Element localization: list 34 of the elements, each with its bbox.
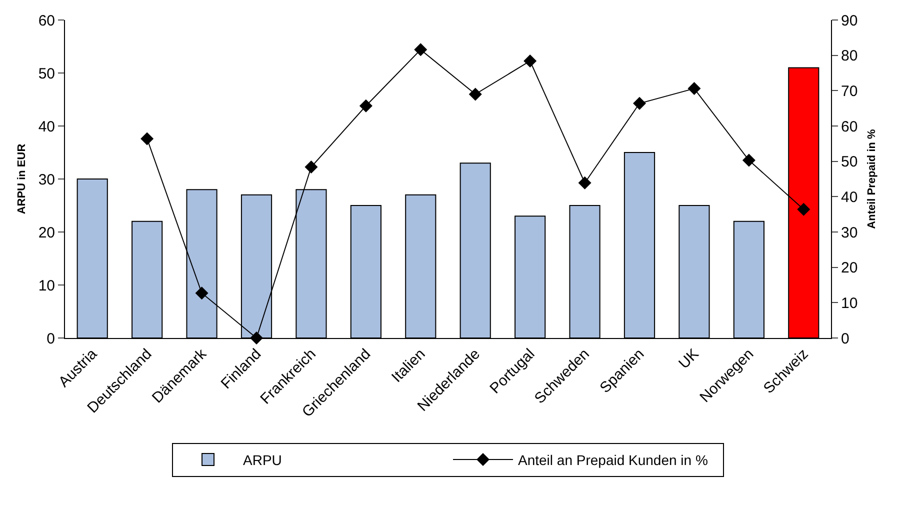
point: [688, 82, 701, 96]
point: [195, 286, 208, 300]
y2-tick-label: 40: [841, 188, 858, 206]
point: [359, 99, 372, 112]
y-tick-label: 20: [38, 224, 55, 242]
y-tick-label: 50: [38, 65, 55, 82]
y2-tick-label: 20: [841, 260, 858, 277]
point: [304, 160, 318, 174]
x-tick-label: UK: [676, 346, 702, 372]
y-tick-label: 40: [38, 118, 55, 136]
y2-tick-label: 30: [841, 224, 858, 242]
point: [524, 54, 537, 68]
y2-tick-label: 80: [841, 48, 858, 65]
point: [468, 88, 482, 101]
y2-axis-title: Anteil Prepaid in %: [866, 128, 878, 229]
y-axis-title: ARPU in EUR: [16, 144, 28, 214]
point: [578, 176, 592, 190]
y-tick-label: 30: [38, 171, 55, 188]
point: [414, 43, 428, 56]
y2-tick-label: 70: [841, 82, 858, 100]
y2-tick-label: 50: [841, 154, 858, 171]
y-tick-label: 60: [38, 12, 55, 30]
y2-tick-label: 60: [841, 118, 858, 136]
point: [140, 132, 154, 146]
point: [797, 202, 810, 216]
point: [742, 154, 756, 167]
legend-label: Anteil an Prepaid Kunden in %: [518, 452, 708, 468]
legend-label: ARPU: [243, 452, 282, 468]
y-tick-label: 0: [46, 330, 55, 348]
point: [633, 96, 646, 110]
y2-tick-label: 90: [841, 12, 858, 30]
y2-tick-label: 10: [841, 294, 858, 312]
y2-tick-label: 0: [841, 330, 850, 348]
y-tick-label: 10: [38, 277, 55, 294]
